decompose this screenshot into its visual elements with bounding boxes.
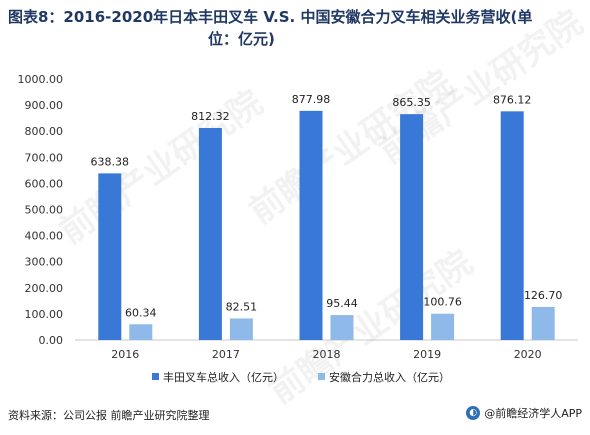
title-line-2: 位：亿元) [208,30,275,48]
x-tick-label: 2017 [212,348,240,361]
bar-heli [531,306,555,340]
y-tick-label: 800.00 [25,125,64,138]
legend-swatch-toyota [152,373,159,380]
bar-heli [129,324,153,340]
bar-toyota [198,127,222,340]
bar-toyota [400,114,424,340]
y-tick-label: 200.00 [25,282,64,295]
brand-credit: ◐ @前瞻经济学人APP [466,405,582,421]
data-label-heli: 95.44 [326,297,358,310]
bar-heli [330,315,354,340]
legend-swatch-heli [318,373,325,380]
chart-title: 图表8：2016-2020年日本丰田叉车 V.S. 中国安徽合力叉车相关业务营收… [8,6,568,50]
bar-heli [431,313,455,340]
x-tick-label: 2019 [413,348,441,361]
bar-chart: 0.00 100.00 200.00 300.00 400.00 500.00 600.00… [18,73,578,384]
y-tick-label: 700.00 [25,151,64,164]
y-tick-label: 400.00 [25,230,64,243]
bar-toyota [299,110,323,340]
data-label-heli: 126.70 [524,289,563,302]
data-label-toyota: 865.35 [392,96,431,109]
y-tick-label: 600.00 [25,177,64,190]
x-tick-label: 2018 [313,348,341,361]
data-label-toyota: 877.98 [292,93,331,106]
y-tick-label: 300.00 [25,256,64,269]
data-label-toyota: 812.32 [191,110,230,123]
y-tick-label: 100.00 [25,308,64,321]
brand-label: @前瞻经济学人APP [484,407,582,420]
y-tick-label: 500.00 [25,204,64,217]
x-tick-label: 2016 [111,348,139,361]
brand-logo-icon: ◐ [466,406,481,420]
data-label-heli: 82.51 [226,300,258,313]
data-label-toyota: 876.12 [493,93,532,106]
data-label-heli: 60.34 [125,306,157,319]
y-tick-label: 0.00 [39,334,64,347]
data-label-heli: 100.76 [423,296,462,309]
bar-toyota [98,173,122,340]
y-tick-label: 1000.00 [18,73,64,86]
bar-heli [229,318,253,340]
source-note: 资料来源：公司公报 前瞻产业研究院整理 [8,409,210,422]
data-label-toyota: 638.38 [91,155,130,168]
x-tick-label: 2020 [514,348,542,361]
legend-label-heli: 安徽合力总收入（亿元） [329,370,450,384]
title-line-1: 图表8：2016-2020年日本丰田叉车 V.S. 中国安徽合力叉车相关业务营收… [8,8,533,26]
y-tick-label: 900.00 [25,99,64,112]
bar-toyota [500,111,524,341]
legend-label-toyota: 丰田叉车总收入（亿元） [163,370,284,384]
